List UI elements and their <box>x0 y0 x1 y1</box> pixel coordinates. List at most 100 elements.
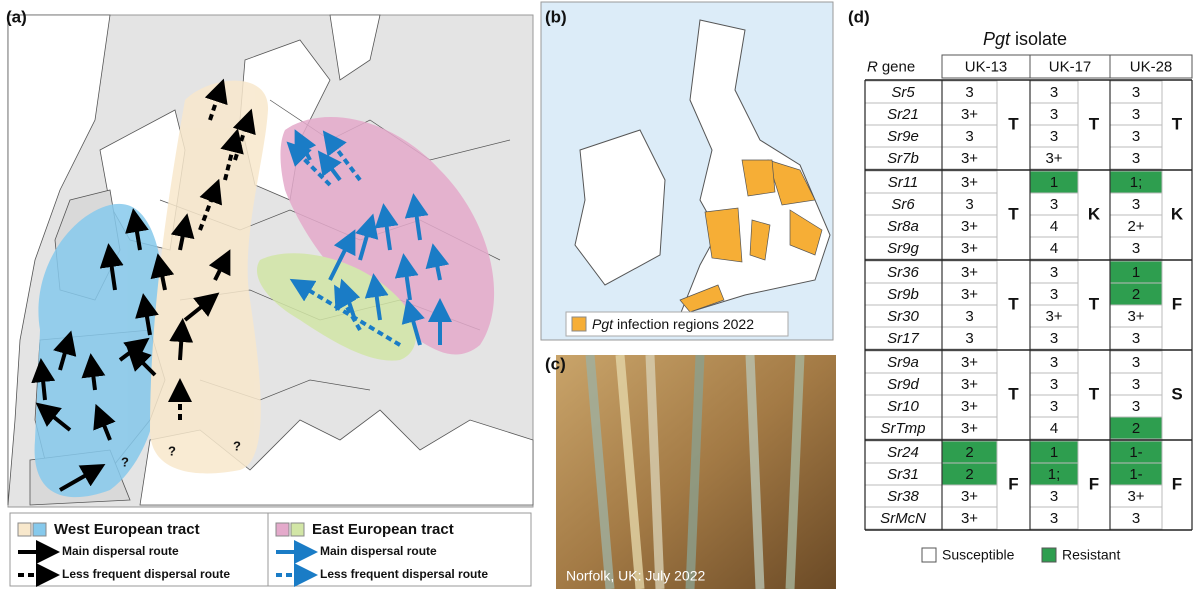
gene-name: Sr7b <box>887 150 919 167</box>
gene-name: Sr30 <box>887 308 919 325</box>
score: 3+ <box>961 510 978 527</box>
gene-name: SrTmp <box>881 420 926 437</box>
photo <box>556 355 836 589</box>
unknown-mark: ? <box>121 454 129 469</box>
score: 3+ <box>961 240 978 257</box>
score: 3+ <box>961 150 978 167</box>
column-header: UK-13 <box>965 58 1008 75</box>
gene-name: Sr9b <box>887 286 919 303</box>
column-header-cell <box>1109 54 1193 79</box>
legend-entry: Less frequent dispersal route <box>320 567 488 581</box>
score: 3 <box>1132 240 1140 257</box>
photo-caption: Norfolk, UK: July 2022 <box>566 568 705 584</box>
legend-title: East European tract <box>312 521 454 538</box>
legend-box <box>9 512 532 587</box>
panel-label: (a) <box>6 7 27 26</box>
gene-name: Sr36 <box>887 264 919 281</box>
score: 3+ <box>1045 150 1062 167</box>
score: 3 <box>1050 354 1058 371</box>
uk-map <box>540 1 834 341</box>
score: 3+ <box>961 488 978 505</box>
score: 3 <box>1132 196 1140 213</box>
legend-swatch <box>17 522 32 537</box>
score: 3+ <box>1127 308 1144 325</box>
phenotype: K <box>1088 204 1101 223</box>
score: 2 <box>1132 420 1140 437</box>
score: 1 <box>1050 174 1058 191</box>
score: 3 <box>1050 106 1058 123</box>
legend-swatch <box>32 522 47 537</box>
gene-name: Sr9e <box>887 128 919 145</box>
phenotype: T <box>1172 114 1183 133</box>
gene-name: Sr24 <box>887 444 919 461</box>
panel-label: (b) <box>545 7 567 26</box>
gene-name: Sr6 <box>891 196 915 213</box>
legend-entry: Main dispersal route <box>320 544 437 558</box>
score: 1 <box>1132 264 1140 281</box>
score: 3 <box>1050 488 1058 505</box>
legend-swatch <box>571 316 587 332</box>
phenotype: K <box>1171 204 1184 223</box>
legend-entry: Less frequent dispersal route <box>62 567 230 581</box>
score: 3 <box>1050 128 1058 145</box>
panel-label: (c) <box>545 354 566 373</box>
score: 3+ <box>961 218 978 235</box>
score: 4 <box>1050 240 1058 257</box>
phenotype: S <box>1171 384 1182 403</box>
score: 1- <box>1129 466 1142 483</box>
score: 3+ <box>961 354 978 371</box>
gene-name: SrMcN <box>880 510 926 527</box>
title-text: isolate <box>1015 29 1067 49</box>
score: 3 <box>1050 376 1058 393</box>
score: 3 <box>965 128 973 145</box>
legend-box <box>565 311 789 337</box>
unknown-mark: ? <box>233 438 241 453</box>
legend-entry: Pgt infection regions 2022 <box>592 316 754 332</box>
phenotype: T <box>1008 294 1019 313</box>
score: 3+ <box>1045 308 1062 325</box>
score: 3 <box>1050 196 1058 213</box>
column-header: UK-28 <box>1130 58 1173 75</box>
phenotype: T <box>1008 384 1019 403</box>
score: 3 <box>1132 510 1140 527</box>
legend-title: West European tract <box>54 521 200 538</box>
score: 4 <box>1050 420 1058 437</box>
legend-text: infection regions 2022 <box>617 316 754 332</box>
score: 4 <box>1050 218 1058 235</box>
phenotype: T <box>1008 114 1019 133</box>
phenotype: T <box>1089 384 1100 403</box>
legend-swatch <box>1041 547 1057 563</box>
score: 1; <box>1130 174 1143 191</box>
score: 3 <box>1132 128 1140 145</box>
score: 3+ <box>961 106 978 123</box>
score: 3 <box>1132 354 1140 371</box>
legend-entry: Resistant <box>1062 547 1120 563</box>
phenotype: F <box>1008 474 1018 493</box>
score: 2 <box>965 444 973 461</box>
gene-name: Sr21 <box>887 106 919 123</box>
score: 3 <box>1050 510 1058 527</box>
score: 3 <box>1050 84 1058 101</box>
gene-name: Sr38 <box>887 488 919 505</box>
title-italic: Pgt <box>983 29 1011 49</box>
gene-name: Sr8a <box>887 218 919 235</box>
legend-entry: Susceptible <box>942 547 1015 563</box>
gene-name: Sr9g <box>887 240 919 257</box>
phenotype: T <box>1008 204 1019 223</box>
gene-name: Sr10 <box>887 398 919 415</box>
score: 3 <box>965 84 973 101</box>
score: 3 <box>1132 398 1140 415</box>
legend-swatch <box>275 522 290 537</box>
score: 3 <box>1050 330 1058 347</box>
dispersal-arrows <box>31 78 452 492</box>
gene-name: Sr5 <box>891 84 915 101</box>
gene-name: Sr31 <box>887 466 919 483</box>
gene-name: Sr9a <box>887 354 919 371</box>
score: 3 <box>1132 106 1140 123</box>
phenotype: T <box>1089 114 1100 133</box>
score: 3+ <box>961 264 978 281</box>
gene-name: Sr9d <box>887 376 919 393</box>
